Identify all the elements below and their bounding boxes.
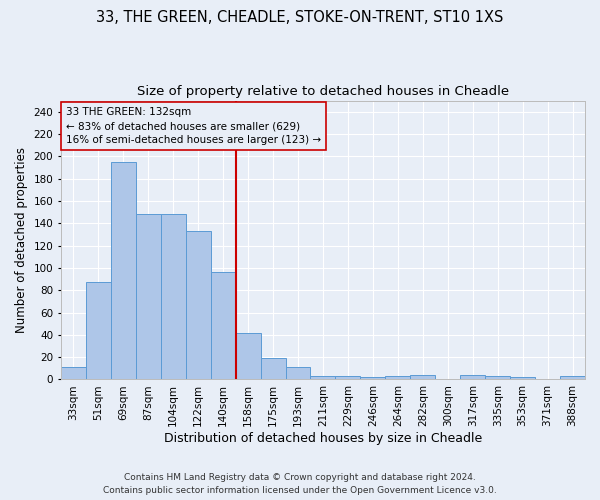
Bar <box>385 376 410 380</box>
X-axis label: Distribution of detached houses by size in Cheadle: Distribution of detached houses by size … <box>164 432 482 445</box>
Text: 33 THE GREEN: 132sqm
← 83% of detached houses are smaller (629)
16% of semi-deta: 33 THE GREEN: 132sqm ← 83% of detached h… <box>66 107 321 145</box>
Text: Contains HM Land Registry data © Crown copyright and database right 2024.
Contai: Contains HM Land Registry data © Crown c… <box>103 474 497 495</box>
Bar <box>361 377 385 380</box>
Bar <box>61 367 86 380</box>
Bar <box>161 214 186 380</box>
Bar <box>186 231 211 380</box>
Text: 33, THE GREEN, CHEADLE, STOKE-ON-TRENT, ST10 1XS: 33, THE GREEN, CHEADLE, STOKE-ON-TRENT, … <box>97 10 503 25</box>
Bar <box>335 376 361 380</box>
Bar <box>86 282 111 380</box>
Bar <box>410 375 435 380</box>
Bar <box>560 376 585 380</box>
Bar <box>460 375 485 380</box>
Bar <box>310 376 335 380</box>
Bar <box>136 214 161 380</box>
Bar <box>286 367 310 380</box>
Y-axis label: Number of detached properties: Number of detached properties <box>15 147 28 333</box>
Title: Size of property relative to detached houses in Cheadle: Size of property relative to detached ho… <box>137 85 509 98</box>
Bar <box>111 162 136 380</box>
Bar <box>211 272 236 380</box>
Bar <box>236 332 260 380</box>
Bar <box>485 376 510 380</box>
Bar <box>260 358 286 380</box>
Bar <box>510 377 535 380</box>
